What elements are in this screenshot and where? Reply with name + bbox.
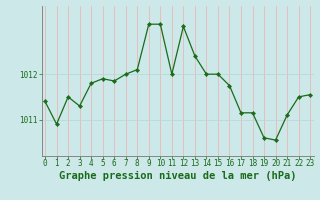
X-axis label: Graphe pression niveau de la mer (hPa): Graphe pression niveau de la mer (hPa): [59, 171, 296, 181]
